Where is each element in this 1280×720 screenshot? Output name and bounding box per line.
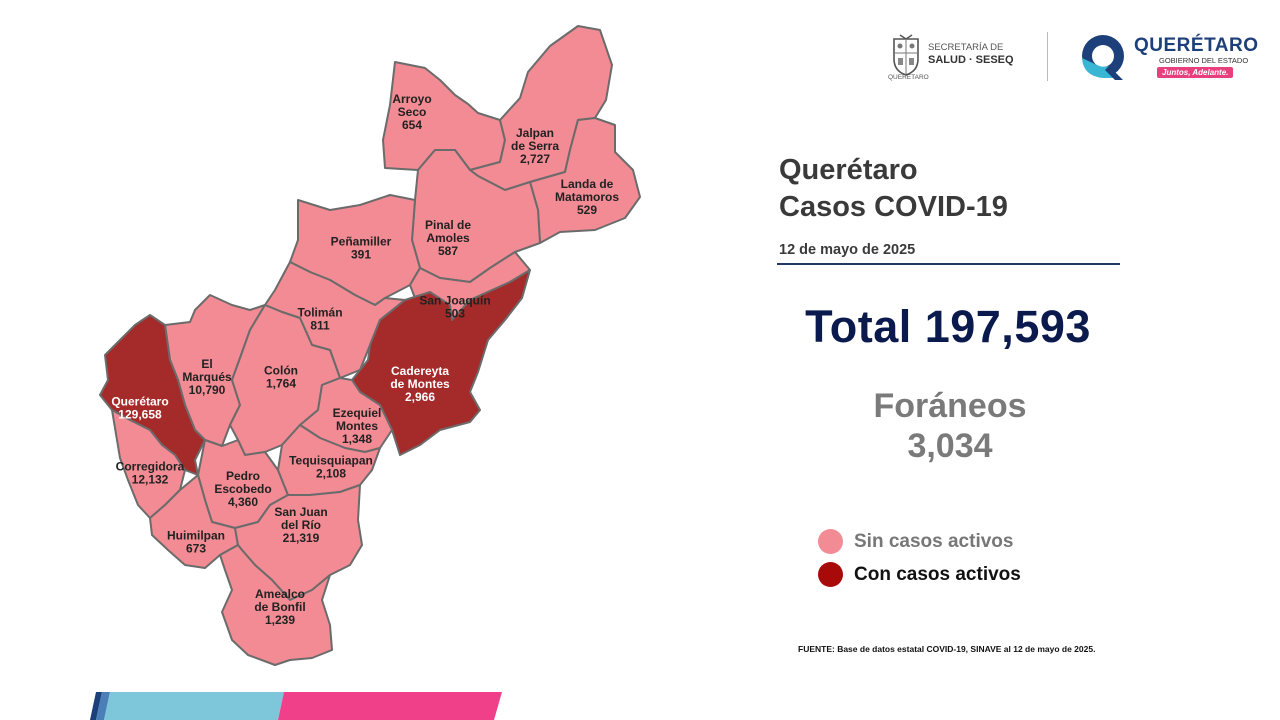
total-cases: Total 197,593 (805, 301, 1091, 352)
name-huimilpan: Huimilpan (167, 529, 225, 543)
title-line1: Querétaro (779, 154, 918, 186)
cases-corregidora: 12,132 (132, 473, 169, 487)
name-el-marques-line2: Marqués (182, 370, 232, 384)
secretaria-salud-logo: SECRETARÍA DE SALUD · SESEQ QUERÉTARO (888, 33, 1038, 83)
cases-tequisquiapan: 2,108 (316, 467, 346, 481)
name-amealco-de-bonfil-line2: de Bonfil (254, 600, 305, 614)
title-underline (777, 263, 1120, 265)
data-source: FUENTE: Base de datos estatal COVID-19, … (798, 644, 1096, 654)
legend-label-inactive: Sin casos activos (854, 531, 1014, 552)
cases-jalpan-de-serra: 2,727 (520, 152, 550, 166)
cases-penamiller: 391 (351, 248, 371, 262)
name-penamiller: Peñamiller (331, 235, 392, 249)
name-san-juan-del-rio-line2: del Río (281, 518, 321, 532)
cases-landa-de-matamoros: 529 (577, 203, 597, 217)
municipality-amealco-de-bonfil (219, 544, 333, 666)
legend-label-active: Con casos activos (854, 564, 1021, 585)
cases-arroyo-seco: 654 (402, 118, 422, 132)
cases-toliman: 811 (310, 319, 330, 333)
cases-san-juan-del-rio: 21,319 (283, 531, 320, 545)
state-name: QUERÉTARO (1134, 35, 1259, 56)
cases-cadereyta-de-montes: 2,966 (405, 390, 435, 404)
name-landa-de-matamoros: Landa de (561, 177, 614, 191)
logo-divider (1047, 32, 1048, 81)
name-ezequiel-montes: Ezequiel (333, 406, 382, 420)
name-jalpan-de-serra-line2: de Serra (511, 139, 559, 153)
name-san-juan-del-rio: San Juan (274, 505, 327, 519)
name-pinal-de-amoles-line2: Amoles (426, 231, 470, 245)
foraneos-block: Foráneos 3,034 (750, 386, 1150, 466)
state-slogan: Juntos, Adelante. (1157, 67, 1234, 78)
name-ezequiel-montes-line2: Montes (336, 419, 378, 433)
cases-amealco-de-bonfil: 1,239 (265, 613, 295, 627)
name-pedro-escobedo-line2: Escobedo (214, 482, 271, 496)
state-shield-icon (893, 34, 919, 76)
name-landa-de-matamoros-line2: Matamoros (555, 190, 619, 204)
cases-san-joaquin: 503 (445, 307, 465, 321)
name-jalpan-de-serra: Jalpan (516, 126, 554, 140)
name-queretaro: Querétaro (111, 395, 168, 409)
decorative-bottom-bar (90, 692, 502, 720)
page-title: Querétaro Casos COVID-19 (779, 152, 1008, 226)
legend-swatch-active (818, 562, 843, 587)
legend-swatch-inactive (818, 529, 843, 554)
cases-queretaro: 129,658 (118, 408, 162, 422)
name-cadereyta-de-montes-line2: de Montes (390, 377, 450, 391)
title-line2: Casos COVID-19 (779, 191, 1008, 223)
cases-ezequiel-montes: 1,348 (342, 432, 372, 446)
name-tequisquiapan: Tequisquiapan (289, 454, 373, 468)
name-arroyo-seco: Arroyo (392, 92, 431, 106)
gobierno-queretaro-logo: QUERÉTARO GOBIERNO DEL ESTADO Juntos, Ad… (1079, 32, 1258, 84)
name-pedro-escobedo: Pedro (226, 469, 260, 483)
name-cadereyta-de-montes: Cadereyta (391, 364, 449, 378)
cases-colon: 1,764 (266, 377, 296, 391)
name-toliman: Tolimán (297, 306, 342, 320)
state-sub: GOBIERNO DEL ESTADO (1159, 56, 1249, 65)
foraneos-label: Foráneos (873, 387, 1027, 425)
name-el-marques: El (201, 357, 212, 371)
cases-pedro-escobedo: 4,360 (228, 495, 258, 509)
name-pinal-de-amoles: Pinal de (425, 218, 471, 232)
foraneos-value: 3,034 (907, 427, 993, 465)
name-arroyo-seco-line2: Seco (398, 105, 427, 119)
salud-sub: QUERÉTARO (888, 74, 929, 81)
cases-pinal-de-amoles: 587 (438, 244, 458, 258)
report-date: 12 de mayo de 2025 (779, 242, 916, 258)
queretaro-q-icon (1082, 35, 1124, 80)
name-san-joaquin: San Joaquín (419, 294, 490, 308)
salud-line1: SECRETARÍA DE (928, 42, 1004, 53)
cases-el-marques: 10,790 (189, 383, 226, 397)
name-corregidora: Corregidora (116, 460, 185, 474)
municipality-landa-de-matamoros (529, 117, 641, 244)
name-colon: Colón (264, 364, 298, 378)
cases-huimilpan: 673 (186, 542, 206, 556)
name-amealco-de-bonfil: Amealco (255, 587, 305, 601)
salud-line2: SALUD · SESEQ (928, 54, 1014, 66)
